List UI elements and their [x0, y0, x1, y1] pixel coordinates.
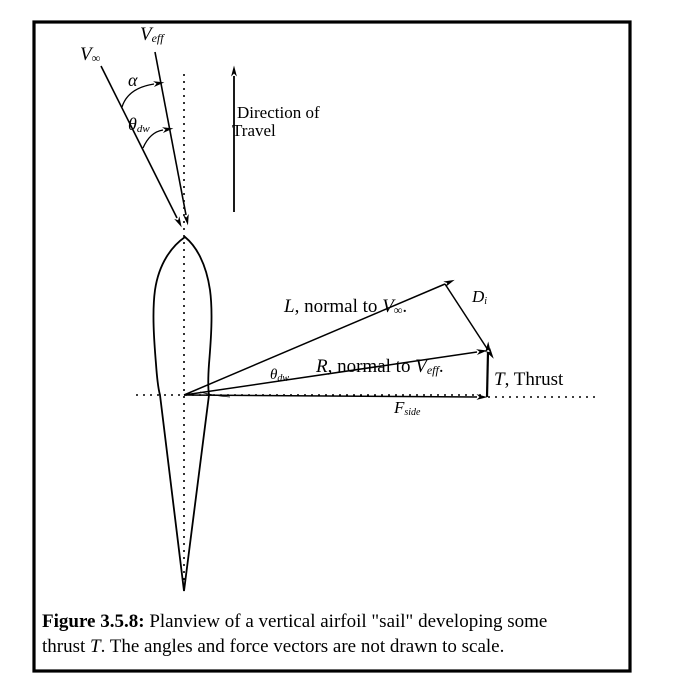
svg-text:α: α: [128, 70, 138, 90]
svg-text:Veff: Veff: [140, 24, 165, 45]
svg-text:L, normal to V∞.: L, normal to V∞.: [283, 296, 407, 317]
svg-text:Figure 3.5.8: Planview of a v: Figure 3.5.8: Planview of a vertical air…: [42, 611, 547, 632]
svg-text:Fside: Fside: [393, 398, 421, 418]
svg-text:thrust T. The angles and forc: thrust T. The angles and force vectors a…: [42, 636, 504, 657]
svg-text:θdw: θdw: [128, 114, 150, 135]
svg-text:T, Thrust: T, Thrust: [494, 369, 564, 390]
svg-text:Travel: Travel: [232, 121, 276, 140]
svg-text:R, normal to Veff.: R, normal to Veff.: [315, 356, 444, 377]
svg-text:V∞: V∞: [80, 44, 101, 65]
svg-text:Direction of: Direction of: [237, 103, 320, 122]
svg-text:θdw: θdw: [270, 367, 289, 384]
svg-text:Di: Di: [471, 287, 487, 307]
